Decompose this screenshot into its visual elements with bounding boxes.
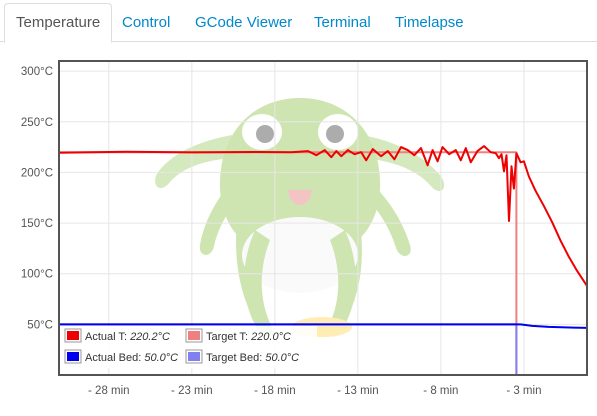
legend-value-actual-tool: 220.2°C [129,331,170,343]
y-tick-label: 300°C [21,66,53,78]
svg-text:Target T: 220.0°C: Target T: 220.0°C [206,331,291,343]
temperature-chart: 50°C 100°C 150°C 200°C 250°C 300°C - 28 min - 2… [21,60,588,397]
y-tick-label: 250°C [21,117,53,129]
tab-gcode-viewer[interactable]: GCode Viewer [195,14,293,31]
svg-text:Actual Bed: 50.0°C: Actual Bed: 50.0°C [85,352,178,364]
tab-control[interactable]: Control [122,14,171,31]
temperature-graph-panel: 50°C 100°C 150°C 200°C 250°C 300°C - 28 min - 2… [0,42,597,411]
legend-item-target-tool: Target T: 220.0°C [185,328,291,343]
legend-value-target-bed: 50.0°C [265,352,299,364]
legend-label-target-tool: Target T [206,331,246,343]
legend-swatch-actual-tool [67,331,79,340]
legend-value-target-tool: 220.0°C [250,331,291,343]
legend-item-target-bed: Target Bed: 50.0°C [185,349,299,364]
tab-terminal[interactable]: Terminal [314,14,371,31]
octoprint-octopus-logo-icon [155,98,445,337]
legend-label-target-bed: Target Bed [206,352,259,364]
plot-frame [58,60,588,376]
svg-text:Actual T: 220.2°C: Actual T: 220.2°C [85,331,170,343]
series-line-actual-bed [59,323,588,329]
x-tick-label: - 3 min [506,385,541,397]
tab-temperature[interactable]: Temperature [4,3,113,43]
x-tick-label: - 23 min [171,385,213,397]
tab-bar: Temperature Control GCode Viewer Termina… [0,0,597,43]
legend-item-actual-tool: Actual T: 220.2°C [64,328,170,343]
y-tick-label: 100°C [21,269,53,281]
legend-label-actual-bed: Actual Bed [85,352,138,364]
chart-legend: Actual T: 220.2°C Target T: 220.0°C Actu… [61,326,317,368]
x-tick-label: - 18 min [254,385,296,397]
legend-swatch-target-bed [188,352,200,361]
legend-value-actual-bed: 50.0°C [144,352,178,364]
x-tick-label: - 28 min [88,385,130,397]
legend-swatch-target-tool [188,331,200,340]
series-line-actual-tool [58,145,588,287]
legend-label-actual-tool: Actual T [85,331,125,343]
y-tick-label: 150°C [21,218,53,230]
legend-item-actual-bed: Actual Bed: 50.0°C [64,349,178,364]
x-tick-label: - 13 min [337,385,379,397]
x-tick-label: - 8 min [423,385,458,397]
y-tick-label: 200°C [21,167,53,179]
svg-text:Target Bed: 50.0°C: Target Bed: 50.0°C [206,352,299,364]
tab-timelapse[interactable]: Timelapse [395,14,464,31]
y-tick-label: 50°C [27,319,53,331]
legend-swatch-actual-bed [67,352,79,361]
